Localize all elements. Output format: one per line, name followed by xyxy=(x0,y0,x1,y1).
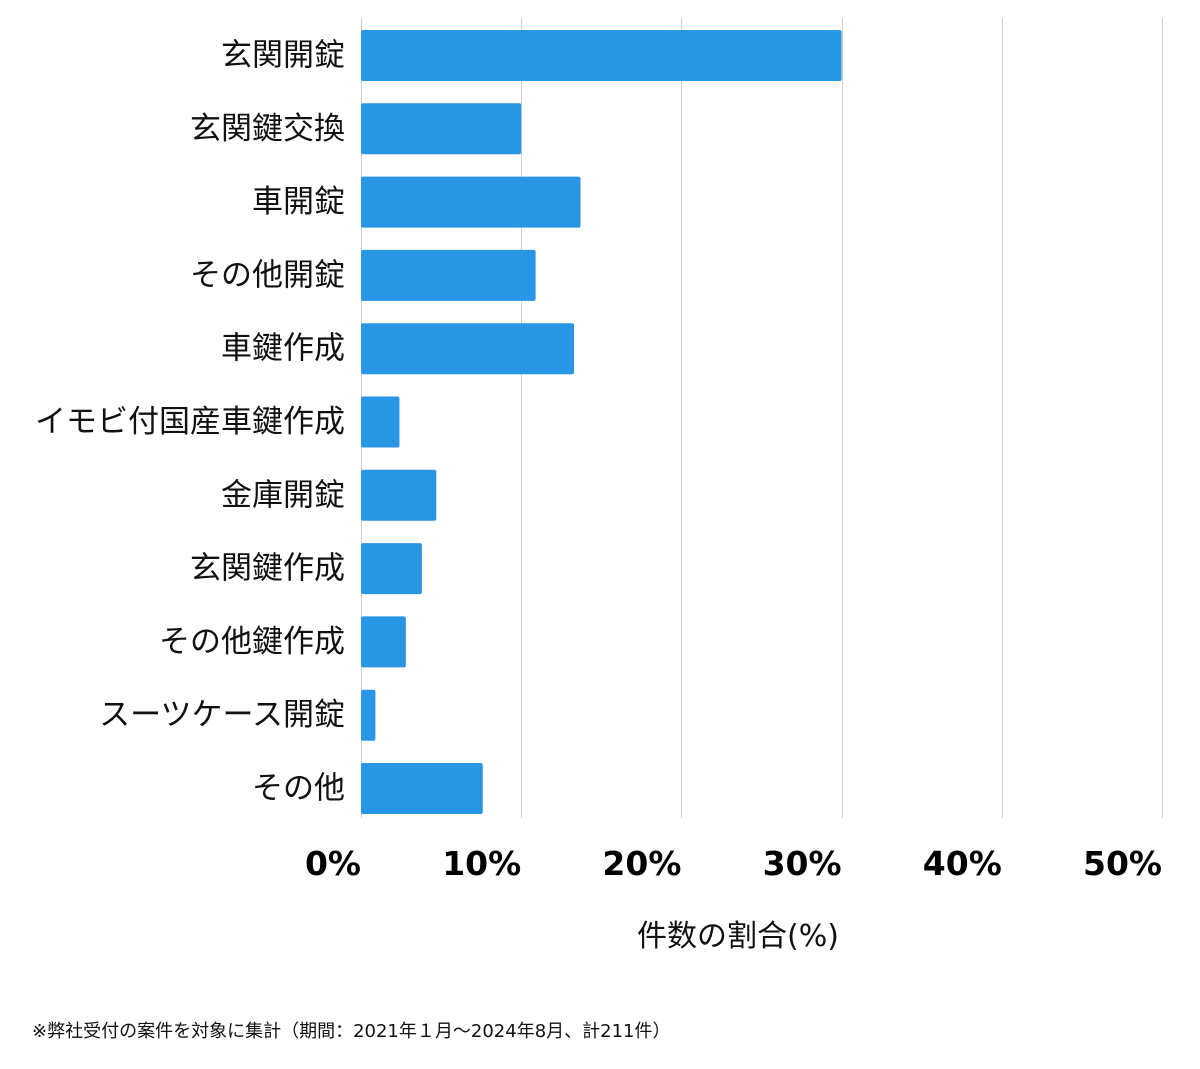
category-label: 玄関開錠 xyxy=(221,38,345,74)
category-labels: 玄関開錠玄関鍵交換車開錠その他開錠車鍵作成イモビ付国産車鍵作成金庫開錠玄関鍵作成… xyxy=(35,38,345,807)
bar xyxy=(361,763,483,814)
x-tick-label: 10% xyxy=(442,844,521,883)
x-tick-label: 0% xyxy=(305,844,361,883)
grid-lines xyxy=(361,18,1163,818)
category-label: 玄関鍵作成 xyxy=(190,551,345,587)
category-label: 金庫開錠 xyxy=(221,477,345,513)
bar xyxy=(361,543,422,595)
category-label: イモビ付国産車鍵作成 xyxy=(35,404,345,440)
category-label: 車鍵作成 xyxy=(221,331,345,367)
bar-chart: 玄関開錠玄関鍵交換車開錠その他開錠車鍵作成イモビ付国産車鍵作成金庫開錠玄関鍵作成… xyxy=(35,18,1163,954)
footnote: ※弊社受付の案件を対象に集計（期間：2021年１月〜2024年8月、計211件） xyxy=(32,1021,671,1042)
bar xyxy=(361,616,406,668)
bar xyxy=(361,469,437,521)
category-label: 車開錠 xyxy=(252,184,345,220)
x-tick-label: 40% xyxy=(923,844,1002,883)
bar xyxy=(361,689,376,741)
x-tick-labels: 0% 10% 20% 30% 40% 50% xyxy=(305,844,1162,883)
category-label: その他開錠 xyxy=(190,257,345,293)
category-label: スーツケース開錠 xyxy=(99,697,345,733)
bar xyxy=(361,323,575,375)
x-tick-label: 50% xyxy=(1083,844,1162,883)
bar xyxy=(361,30,842,81)
bar xyxy=(361,176,581,228)
x-tick-label: 20% xyxy=(602,844,681,883)
category-label: その他鍵作成 xyxy=(159,624,345,660)
bar xyxy=(361,249,536,301)
x-tick-label: 30% xyxy=(763,844,842,883)
bar xyxy=(361,396,400,448)
category-label: その他 xyxy=(252,771,345,807)
bar xyxy=(361,103,522,155)
category-label: 玄関鍵交換 xyxy=(190,111,345,147)
bars xyxy=(361,30,842,814)
x-axis-title: 件数の割合(%) xyxy=(637,919,839,954)
